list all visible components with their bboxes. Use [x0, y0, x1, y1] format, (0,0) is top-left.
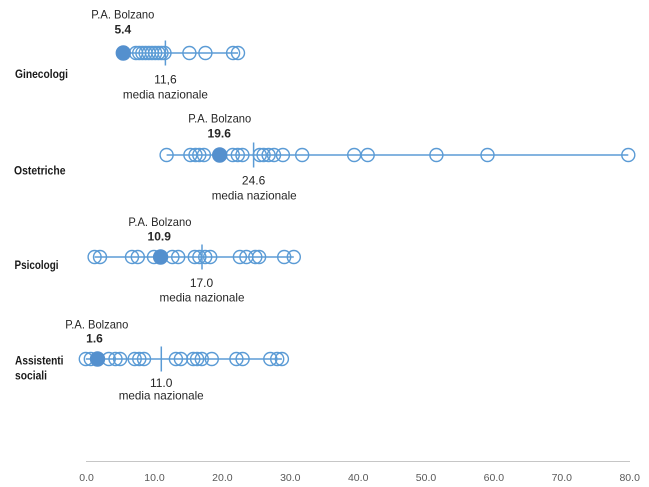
svg-text:20.0: 20.0: [212, 472, 233, 484]
svg-text:17.0: 17.0: [190, 276, 214, 290]
svg-text:1.6: 1.6: [86, 332, 103, 346]
svg-text:10.9: 10.9: [148, 230, 172, 244]
svg-text:40.0: 40.0: [348, 472, 369, 484]
svg-text:P.A. Bolzano: P.A. Bolzano: [188, 111, 251, 125]
svg-text:media nazionale: media nazionale: [160, 291, 245, 305]
svg-text:media nazionale: media nazionale: [212, 189, 297, 203]
svg-text:Ginecologi: Ginecologi: [15, 67, 68, 81]
svg-text:80.0: 80.0: [619, 472, 640, 484]
svg-text:60.0: 60.0: [484, 472, 505, 484]
svg-text:19.6: 19.6: [208, 126, 232, 140]
svg-text:0.0: 0.0: [79, 472, 94, 484]
svg-text:30.0: 30.0: [280, 472, 301, 484]
svg-text:10.0: 10.0: [144, 472, 165, 484]
svg-text:Ostetriche: Ostetriche: [14, 164, 66, 178]
svg-text:11.0: 11.0: [150, 376, 173, 390]
svg-text:50.0: 50.0: [416, 472, 437, 484]
svg-text:70.0: 70.0: [552, 472, 573, 484]
svg-text:Assistenti: Assistenti: [15, 354, 64, 368]
svg-text:11,6: 11,6: [154, 73, 177, 87]
svg-text:P.A. Bolzano: P.A. Bolzano: [65, 318, 128, 332]
svg-text:P.A. Bolzano: P.A. Bolzano: [91, 8, 154, 22]
svg-text:P.A. Bolzano: P.A. Bolzano: [128, 215, 191, 229]
svg-text:5.4: 5.4: [114, 22, 131, 36]
svg-text:media nazionale: media nazionale: [119, 389, 204, 403]
svg-text:sociali: sociali: [15, 369, 47, 383]
svg-text:media nazionale: media nazionale: [123, 87, 208, 101]
svg-text:Psicologi: Psicologi: [15, 258, 59, 272]
svg-text:24.6: 24.6: [242, 174, 266, 188]
